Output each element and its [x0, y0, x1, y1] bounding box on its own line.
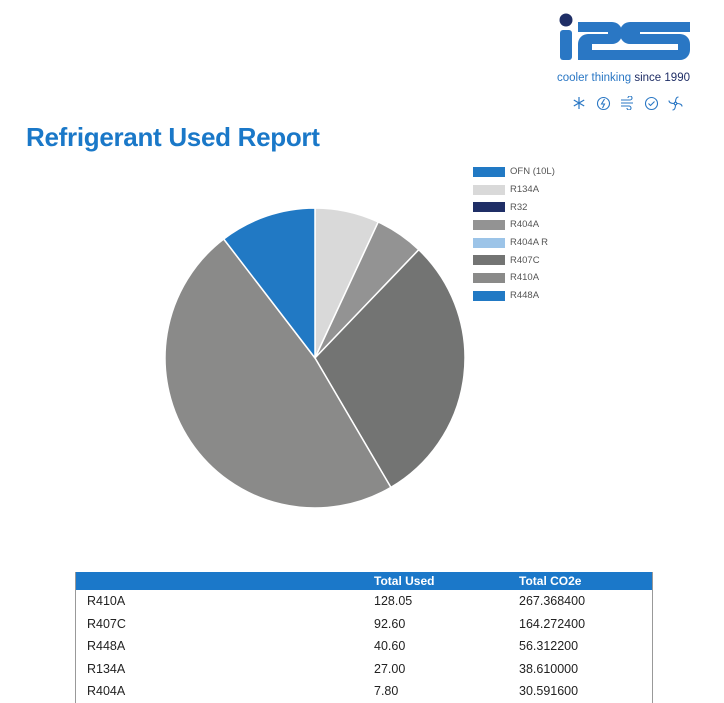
legend-item: R134A	[473, 181, 555, 199]
legend-swatch	[473, 202, 505, 213]
cell-total-used: 27.00	[374, 661, 406, 676]
brand-tagline: cooler thinking since 1990	[557, 72, 690, 84]
cell-refrigerant: R448A	[87, 639, 126, 654]
legend-label: R448A	[510, 290, 540, 302]
cell-refrigerant: R404A	[87, 684, 126, 699]
page-title: Refrigerant Used Report	[26, 122, 320, 152]
cell-total-co2e: 164.272400	[519, 616, 586, 631]
legend-swatch	[473, 237, 505, 248]
pie-slice-r410a	[164, 237, 392, 509]
legend-swatch	[473, 184, 505, 195]
legend-label: R410A	[510, 272, 540, 284]
legend-item: R32	[473, 198, 555, 216]
tagline-part1: cooler thinking	[557, 72, 632, 84]
pie-slice-r448a	[222, 207, 316, 361]
legend-item: R448A	[473, 287, 555, 305]
tagline-part2: since 1990	[634, 72, 690, 84]
cell-total-used: 7.80	[374, 684, 399, 699]
cell-refrigerant: R134A	[87, 661, 126, 676]
legend-label: R407C	[510, 254, 540, 266]
legend-item: R404A R	[473, 234, 555, 252]
legend-label: OFN (10L)	[510, 166, 555, 178]
chart-legend: OFN (10L) R134A R32 R404A R404A R R407C R410A R…	[473, 163, 555, 305]
cell-refrigerant: R410A	[87, 594, 126, 609]
legend-item: OFN (10L)	[473, 163, 555, 181]
snowflake-icon	[570, 94, 588, 112]
legend-item: R410A	[473, 269, 555, 287]
cell-refrigerant: R407C	[87, 616, 126, 631]
legend-label: R32	[510, 201, 528, 213]
cell-total-co2e: 38.610000	[519, 661, 579, 676]
pie-slice-r407c	[314, 248, 466, 489]
cell-total-used: 92.60	[374, 616, 406, 631]
brand-logo	[556, 10, 706, 116]
table-row: R407C 92.60 164.272400	[76, 613, 652, 636]
legend-item: R404A	[473, 216, 555, 234]
header-total-used: Total Used	[374, 574, 435, 588]
legend-swatch	[473, 290, 505, 301]
table-header: Total Used Total CO2e	[76, 572, 652, 590]
cell-total-co2e: 267.368400	[519, 594, 586, 609]
wind-icon	[618, 94, 636, 112]
pie-chart	[164, 207, 466, 509]
table-row: R404A 7.80 30.591600	[76, 680, 652, 703]
header-total-co2e: Total CO2e	[519, 574, 582, 588]
fan-icon	[666, 94, 684, 112]
legend-swatch	[473, 272, 505, 283]
legend-swatch	[473, 255, 505, 266]
legend-label: R404A	[510, 219, 540, 231]
table-row: R448A 40.60 56.312200	[76, 635, 652, 658]
refrigerant-table: Total Used Total CO2e R410A 128.05 267.368…	[75, 572, 653, 703]
legend-label: R134A	[510, 184, 540, 196]
legend-swatch	[473, 219, 505, 230]
legend-swatch	[473, 166, 505, 177]
cell-total-co2e: 30.591600	[519, 684, 579, 699]
legend-item: R407C	[473, 251, 555, 269]
legend-label: R404A R	[510, 237, 549, 249]
lightning-icon	[594, 94, 612, 112]
cell-total-co2e: 56.312200	[519, 639, 579, 654]
brand-icons	[570, 94, 684, 112]
table-row: R134A 27.00 38.610000	[76, 658, 652, 681]
check-icon	[642, 94, 660, 112]
cell-total-used: 128.05	[374, 594, 413, 609]
cell-total-used: 40.60	[374, 639, 406, 654]
table-row: R410A 128.05 267.368400	[76, 590, 652, 613]
